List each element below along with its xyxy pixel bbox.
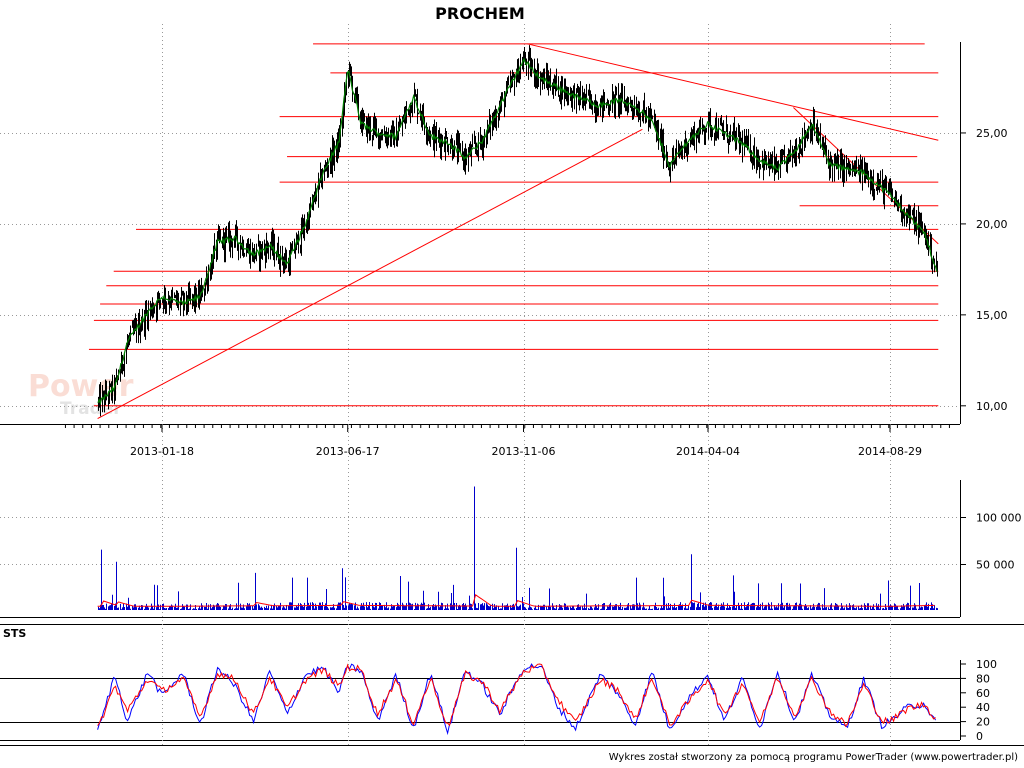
footer-credit: Wykres został stworzony za pomocą progra… bbox=[609, 752, 1018, 763]
price-y-tick-label: 15,00 bbox=[976, 309, 1008, 322]
oscillator-y-tick-label: 0 bbox=[976, 730, 983, 743]
trend-line bbox=[97, 128, 643, 419]
volume-grid bbox=[0, 517, 960, 565]
price-bars bbox=[98, 45, 938, 417]
support-resistance-levels bbox=[88, 43, 939, 407]
oscillator-y-tick-label: 40 bbox=[976, 701, 990, 714]
oscillator-title: STS bbox=[3, 627, 26, 640]
price-x-tick-label: 2014-08-29 bbox=[858, 445, 922, 458]
trend-line bbox=[527, 43, 939, 141]
price-panel: 10,00 15,00 20,00 25,00 2013-01-18 2013-06-17… bbox=[0, 24, 1008, 745]
volume-y-tick-label: 50 000 bbox=[976, 559, 1015, 572]
price-y-tick-label: 25,00 bbox=[976, 127, 1008, 140]
price-y-tick-label: 10,00 bbox=[976, 400, 1008, 413]
price-x-tick-label: 2013-06-17 bbox=[316, 445, 380, 458]
volume-bars bbox=[98, 486, 938, 610]
volume-y-tick-label: 100 000 bbox=[976, 512, 1022, 525]
panel-frames bbox=[0, 42, 1024, 746]
oscillator-y-tick-label: 100 bbox=[976, 658, 997, 671]
price-x-tick-label: 2013-01-18 bbox=[130, 445, 194, 458]
volume-panel: 50 000 100 000 bbox=[0, 486, 1022, 610]
oscillator-y-tick-label: 80 bbox=[976, 672, 990, 685]
volume-average-line bbox=[97, 593, 935, 607]
oscillator-y-tick-label: 60 bbox=[976, 687, 990, 700]
chart-title: PROCHEM bbox=[435, 4, 525, 23]
price-axis-ticks bbox=[64, 132, 966, 432]
moving-average-line bbox=[97, 57, 938, 406]
oscillator-y-tick-label: 20 bbox=[976, 716, 990, 729]
price-x-tick-label: 2014-04-04 bbox=[676, 445, 740, 458]
price-x-tick-label: 2013-11-06 bbox=[492, 445, 556, 458]
price-y-tick-label: 20,00 bbox=[976, 218, 1008, 231]
oscillator-slow-line bbox=[97, 663, 936, 728]
